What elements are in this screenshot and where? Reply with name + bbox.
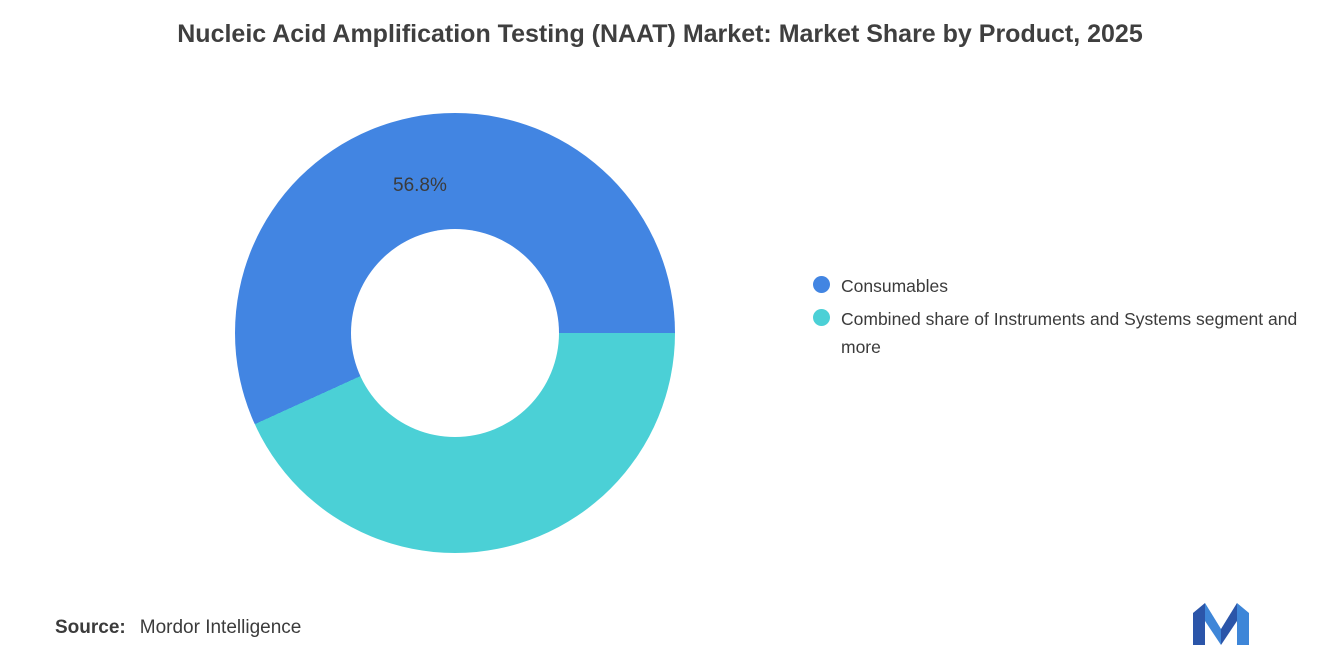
source-line: Source: Mordor Intelligence <box>55 617 301 639</box>
slice-data-label: 56.8% <box>393 175 447 196</box>
legend-item-consumables[interactable]: Consumables <box>813 272 1303 300</box>
legend-label-instruments: Combined share of Instruments and System… <box>841 309 1298 357</box>
source-label: Source: <box>55 617 126 638</box>
legend-swatch-instruments <box>813 309 830 326</box>
source-value: Mordor Intelligence <box>139 617 302 638</box>
legend-item-instruments[interactable]: Combined share of Instruments and System… <box>813 305 1303 361</box>
donut-hole <box>351 229 559 437</box>
legend-label-consumables: Consumables <box>841 276 948 296</box>
legend-swatch-consumables <box>813 276 830 293</box>
chart-title: Nucleic Acid Amplification Testing (NAAT… <box>177 20 1143 48</box>
chart-legend: Consumables Combined share of Instrument… <box>813 272 1303 366</box>
mordor-intelligence-logo <box>1193 603 1249 645</box>
donut-chart: 56.8% <box>235 113 675 553</box>
